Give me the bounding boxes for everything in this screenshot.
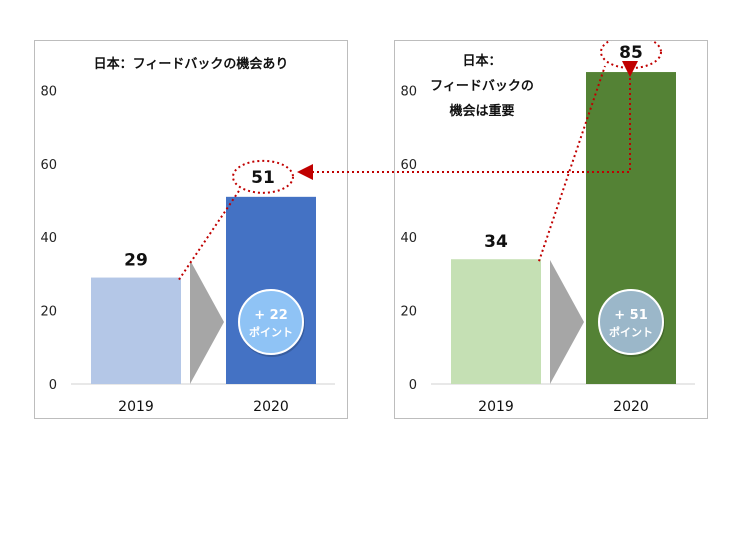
growth-chevron (190, 260, 224, 384)
y-tick-label: 20 (400, 305, 417, 320)
badge-value: + 22 (254, 308, 288, 323)
y-tick-label: 80 (400, 84, 417, 99)
chart-panel-left: 0 20 40 60 80 日本：フィードバックの機会あり 2019 2020 29 51 + 22… (34, 40, 348, 419)
data-label: 34 (484, 232, 508, 252)
y-tick-label: 20 (40, 305, 57, 320)
y-tick-label: 0 (409, 378, 417, 393)
badge-unit: ポイント (609, 325, 653, 339)
x-tick-label: 2020 (253, 399, 289, 415)
chart-title: 日本：フィードバックの機会は重要 (430, 53, 534, 119)
bar-2019 (451, 259, 541, 384)
x-tick-label: 2019 (118, 399, 154, 415)
increase-badge: + 51 ポイント (598, 289, 665, 357)
y-tick-label: 40 (400, 231, 417, 246)
y-tick-label: 60 (40, 158, 57, 173)
highlight-ellipse (232, 159, 294, 194)
increase-badge: + 22 ポイント (238, 289, 305, 357)
data-label: 51 (251, 168, 275, 188)
chart-left: 0 20 40 60 80 日本：フィードバックの機会あり 2019 2020 29 51 + 22… (40, 56, 335, 415)
data-label: 85 (619, 43, 643, 63)
y-tick-label: 0 (49, 378, 57, 393)
x-tick-label: 2019 (478, 399, 514, 415)
growth-chevron (550, 260, 584, 384)
bar-2019 (91, 277, 181, 384)
chart-title: 日本：フィードバックの機会あり (94, 56, 289, 72)
y-tick-label: 60 (400, 158, 417, 173)
y-tick-label: 80 (40, 84, 57, 99)
badge-unit: ポイント (249, 325, 293, 339)
badge-value: + 51 (614, 308, 648, 323)
y-tick-label: 40 (40, 231, 57, 246)
chart-panel-right: 0 20 40 60 80 日本：フィードバックの機会は重要 2019 2020 34 85 + 5… (394, 40, 708, 419)
data-label: 29 (124, 251, 148, 271)
chart-right: 0 20 40 60 80 日本：フィードバックの機会は重要 2019 2020 34 85 + 5… (400, 41, 695, 415)
x-tick-label: 2020 (613, 399, 649, 415)
